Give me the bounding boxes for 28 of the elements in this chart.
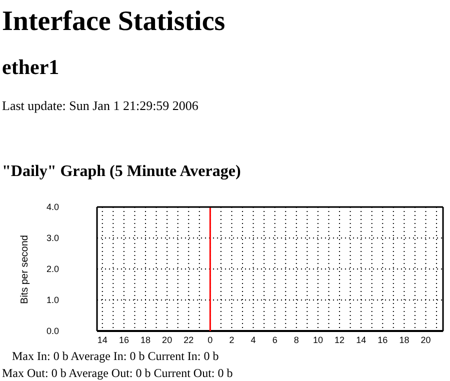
x-tick-label: 2 — [229, 335, 234, 345]
x-tick-label: 22 — [184, 335, 194, 345]
x-tick-label: 6 — [272, 335, 278, 345]
x-tick-label: 0 — [208, 335, 213, 345]
x-tick-label: 10 — [312, 335, 323, 345]
y-tick-label: 4.0 — [46, 202, 59, 212]
x-tick-label: 18 — [399, 335, 410, 345]
y-tick-label: 1.0 — [46, 295, 59, 305]
x-tick-label: 14 — [356, 335, 366, 345]
x-tick-label: 12 — [334, 335, 345, 345]
y-axis-title: Bits per second — [20, 235, 30, 304]
chart-title: Interface Statistics — [2, 6, 226, 37]
text: Max In: 0 b Average In: 0 b Current In: 0 b — [12, 349, 219, 363]
y-tick-label: 3.0 — [46, 233, 59, 243]
chart-subtitle: ether1 — [2, 55, 60, 79]
x-tick-label: 16 — [118, 335, 129, 345]
x-tick-label: 4 — [250, 335, 256, 345]
x-tick-label: 18 — [140, 335, 151, 345]
text: Last update: Sun Jan 1 21:29:59 2006 — [2, 98, 199, 113]
x-tick-label: 20 — [162, 335, 172, 345]
x-tick-label: 16 — [378, 335, 388, 345]
x-tick-label: 20 — [420, 335, 431, 345]
text: Max Out: 0 b Average Out: 0 b Current Out: 0 b — [2, 366, 233, 380]
x-tick-label: 8 — [294, 335, 299, 345]
y-tick-label: 0.0 — [46, 326, 59, 336]
x-tick-label: 14 — [97, 335, 108, 345]
y-tick-label: 2.0 — [46, 264, 59, 274]
text: "Daily" Graph (5 Minute Average) — [2, 163, 241, 180]
